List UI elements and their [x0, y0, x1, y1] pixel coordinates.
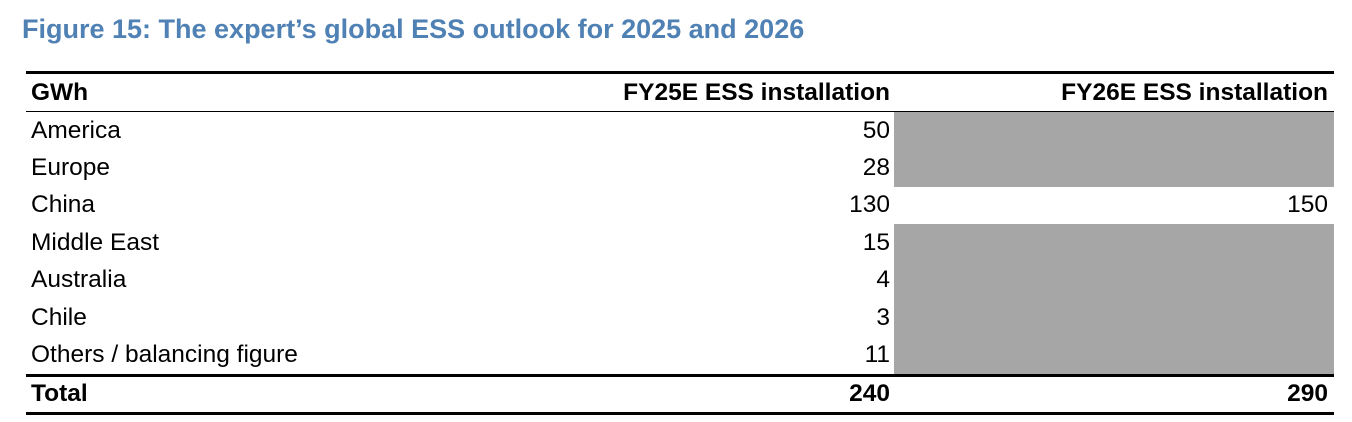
fy25-value: 11 [864, 341, 890, 369]
fy26-value [894, 149, 1334, 187]
fy26-value [894, 224, 1334, 262]
table-row: Others / balancing figure 11 [26, 336, 1334, 374]
table-row: Middle East 15 [26, 224, 1334, 262]
header-unit: GWh [31, 78, 89, 106]
table-row: Australia 4 [26, 261, 1334, 299]
row-label: Others / balancing figure [31, 341, 298, 369]
figure-title: Figure 15: The expert’s global ESS outlo… [22, 14, 805, 44]
fy26-value [894, 336, 1334, 374]
fy25-value: 4 [876, 266, 890, 294]
fy25-value: 130 [849, 191, 890, 219]
fy26-value [894, 112, 1334, 150]
header-fy25: FY25E ESS installation [623, 78, 890, 106]
row-label: Middle East [31, 228, 160, 256]
fy25-value: 50 [862, 116, 890, 144]
table-row: Chile 3 [26, 298, 1334, 337]
total-fy26: 290 [1287, 380, 1328, 408]
fy25-value: 3 [876, 303, 890, 331]
row-label: Chile [31, 303, 87, 331]
table-row: China 130 150 [26, 187, 1334, 224]
table-row: Europe 28 [26, 149, 1334, 187]
table-row: America 50 [26, 112, 1334, 150]
ess-outlook-table: GWh FY25E ESS installation FY26E ESS ins… [26, 71, 1334, 415]
row-label: China [31, 191, 96, 219]
table-header-row: GWh FY25E ESS installation FY26E ESS ins… [26, 74, 1334, 112]
row-label: America [31, 116, 121, 144]
header-fy26: FY26E ESS installation [1061, 78, 1328, 106]
fy26-value [894, 298, 1334, 337]
total-label: Total [31, 380, 88, 408]
table-total-row: Total 240 290 [26, 373, 1334, 415]
row-label: Europe [31, 154, 111, 182]
total-fy25: 240 [849, 380, 890, 408]
fy26-value [894, 261, 1334, 299]
fy25-value: 28 [862, 154, 890, 182]
fy26-value: 150 [1287, 191, 1328, 219]
row-label: Australia [31, 266, 127, 294]
fy25-value: 15 [862, 228, 890, 256]
